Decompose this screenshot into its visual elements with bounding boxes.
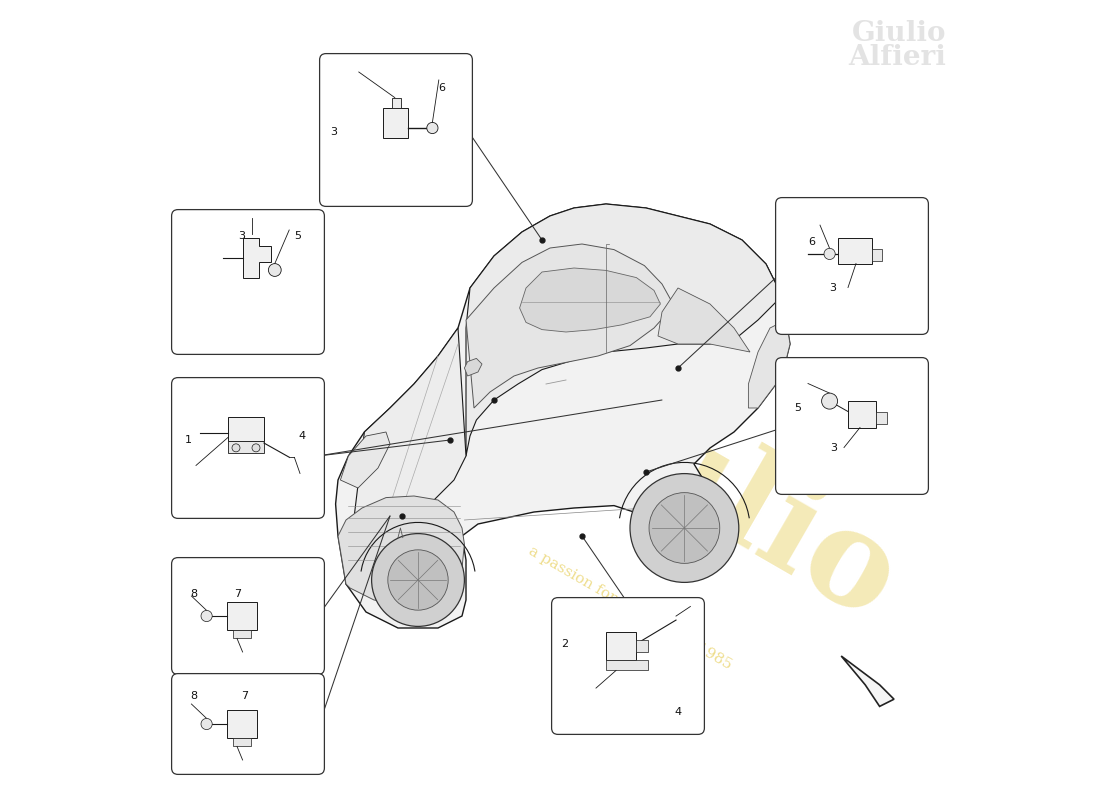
Circle shape: [201, 610, 212, 622]
Polygon shape: [233, 630, 251, 638]
Polygon shape: [466, 204, 782, 456]
Circle shape: [824, 248, 835, 259]
Text: Giulio: Giulio: [851, 20, 946, 47]
Text: Alfieri: Alfieri: [848, 44, 946, 71]
Text: Giulio: Giulio: [469, 312, 920, 648]
Circle shape: [201, 718, 212, 730]
Text: 5: 5: [295, 231, 301, 241]
Circle shape: [268, 264, 282, 276]
Polygon shape: [227, 602, 257, 630]
Polygon shape: [233, 738, 251, 746]
Polygon shape: [243, 238, 271, 278]
FancyBboxPatch shape: [320, 54, 472, 206]
Text: 5: 5: [794, 403, 802, 413]
Circle shape: [232, 444, 240, 452]
Polygon shape: [466, 244, 674, 408]
Text: 8: 8: [190, 691, 198, 701]
Text: 3: 3: [829, 283, 836, 293]
Polygon shape: [872, 249, 882, 261]
Polygon shape: [338, 496, 464, 604]
Circle shape: [649, 493, 719, 563]
FancyBboxPatch shape: [776, 198, 928, 334]
FancyBboxPatch shape: [172, 210, 324, 354]
Text: 1: 1: [185, 435, 191, 445]
Circle shape: [427, 122, 438, 134]
Polygon shape: [393, 98, 402, 108]
Polygon shape: [383, 108, 408, 138]
Polygon shape: [227, 710, 257, 738]
Text: a passion for parts since 1985: a passion for parts since 1985: [526, 544, 734, 672]
Polygon shape: [336, 204, 790, 628]
FancyBboxPatch shape: [551, 598, 704, 734]
Polygon shape: [606, 632, 636, 660]
Polygon shape: [658, 288, 750, 352]
Text: 3: 3: [330, 127, 338, 137]
Text: 4: 4: [298, 431, 306, 441]
FancyBboxPatch shape: [172, 378, 324, 518]
Polygon shape: [842, 656, 894, 706]
Text: 3: 3: [239, 231, 245, 241]
Polygon shape: [346, 328, 466, 588]
Circle shape: [822, 393, 837, 409]
Text: 2: 2: [561, 639, 568, 649]
Polygon shape: [848, 401, 876, 427]
Circle shape: [388, 550, 448, 610]
Polygon shape: [876, 411, 888, 423]
Polygon shape: [636, 640, 648, 652]
Text: 6: 6: [808, 238, 815, 247]
FancyBboxPatch shape: [172, 558, 324, 674]
Circle shape: [252, 444, 260, 452]
Text: 6: 6: [439, 83, 446, 93]
Polygon shape: [228, 442, 264, 454]
Circle shape: [372, 534, 464, 626]
Polygon shape: [228, 418, 264, 442]
Text: 7: 7: [234, 589, 242, 598]
Text: 4: 4: [674, 707, 682, 717]
Polygon shape: [464, 358, 482, 376]
FancyBboxPatch shape: [776, 358, 928, 494]
Polygon shape: [519, 268, 660, 332]
Text: 8: 8: [190, 589, 198, 598]
Polygon shape: [748, 320, 790, 408]
Circle shape: [630, 474, 739, 582]
Polygon shape: [340, 432, 390, 488]
Polygon shape: [837, 238, 872, 263]
Text: 7: 7: [241, 691, 248, 701]
Polygon shape: [606, 660, 648, 670]
FancyBboxPatch shape: [172, 674, 324, 774]
Text: 3: 3: [830, 443, 837, 453]
